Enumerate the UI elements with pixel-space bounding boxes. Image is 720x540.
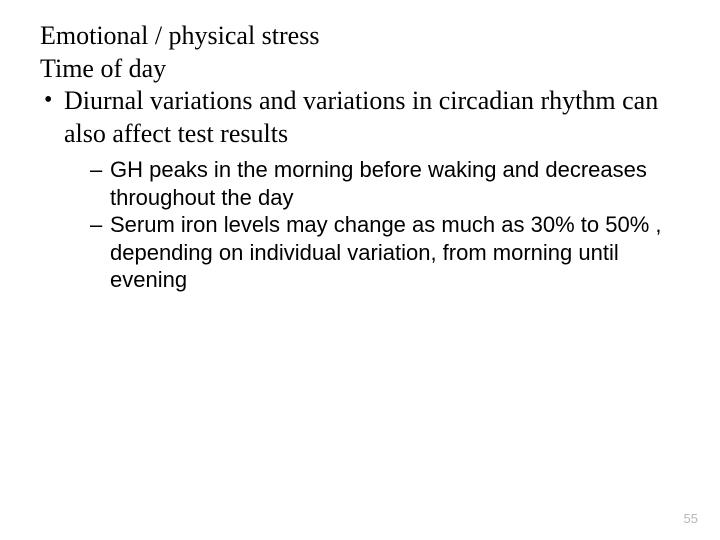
bullet-text-1: Diurnal variations and variations in cir… — [64, 86, 658, 148]
heading-line-1: Emotional / physical stress — [40, 20, 680, 53]
sub-bullet-1: GH peaks in the morning before waking an… — [88, 156, 680, 211]
bullet-list-level1: Diurnal variations and variations in cir… — [40, 85, 680, 294]
slide-container: Emotional / physical stress Time of day … — [0, 0, 720, 540]
heading-line-2: Time of day — [40, 53, 680, 86]
bullet-item-1: Diurnal variations and variations in cir… — [40, 85, 680, 294]
bullet-list-level2: GH peaks in the morning before waking an… — [88, 156, 680, 294]
page-number: 55 — [684, 511, 698, 526]
sub-bullet-2: Serum iron levels may change as much as … — [88, 211, 680, 294]
